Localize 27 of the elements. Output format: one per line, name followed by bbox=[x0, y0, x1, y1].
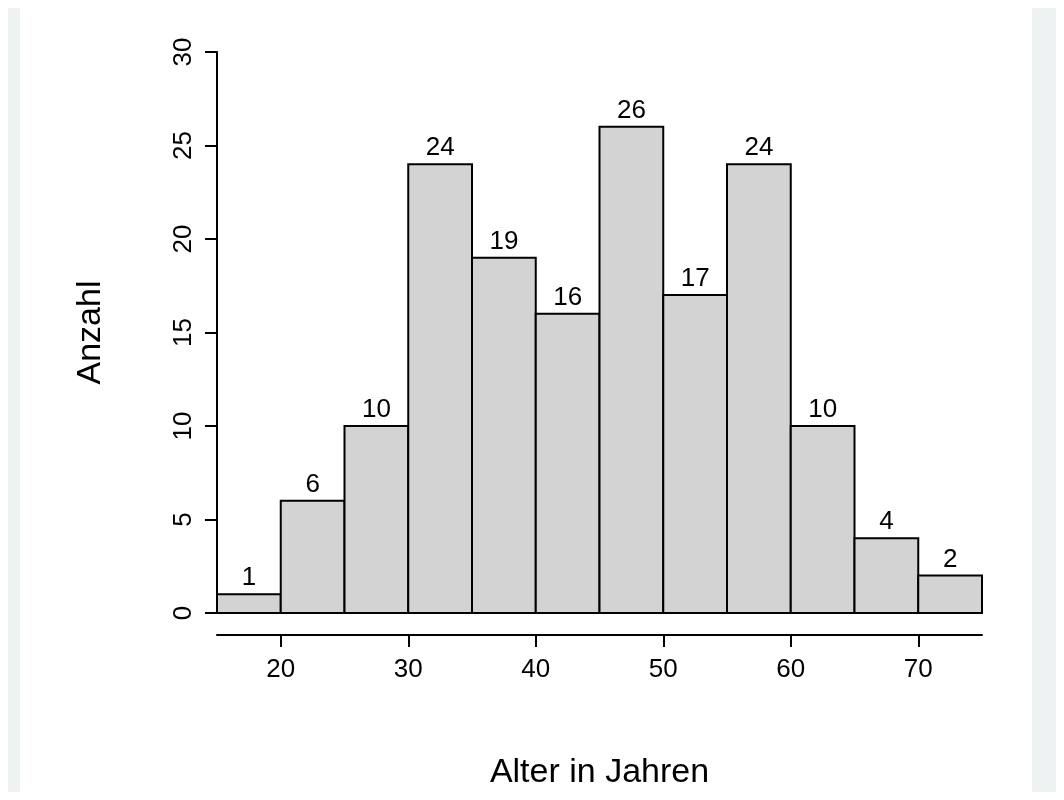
x-tick-label: 60 bbox=[776, 653, 806, 683]
data-label: 16 bbox=[553, 280, 583, 311]
x-tick-label: 30 bbox=[393, 653, 423, 683]
data-label: 10 bbox=[361, 393, 391, 423]
x-tick-label: 40 bbox=[521, 653, 551, 683]
data-label: 17 bbox=[680, 262, 710, 293]
x-axis-title: Alter in Jahren bbox=[489, 751, 710, 789]
x-tick-label: 20 bbox=[266, 653, 296, 683]
x-tick-label: 70 bbox=[903, 653, 933, 683]
data-label: 1 bbox=[241, 561, 257, 592]
y-tick-label: 15 bbox=[167, 318, 197, 347]
y-tick-label: 30 bbox=[167, 37, 197, 67]
y-tick-label: 25 bbox=[167, 131, 197, 160]
x-tick-label: 50 bbox=[648, 653, 678, 683]
data-label: 10 bbox=[808, 393, 838, 423]
y-tick-label: 5 bbox=[167, 512, 197, 527]
data-label: 2 bbox=[942, 542, 958, 573]
y-axis-title: Anzahl bbox=[69, 280, 107, 385]
data-label: 24 bbox=[744, 131, 774, 162]
data-label: 19 bbox=[489, 224, 519, 255]
y-tick-label: 0 bbox=[167, 605, 197, 621]
data-label: 26 bbox=[616, 93, 646, 124]
y-tick-label: 10 bbox=[167, 411, 197, 441]
data-label: 4 bbox=[879, 505, 894, 536]
data-label: 24 bbox=[425, 131, 455, 162]
data-label: 6 bbox=[305, 467, 320, 498]
y-tick-label: 20 bbox=[167, 224, 197, 254]
